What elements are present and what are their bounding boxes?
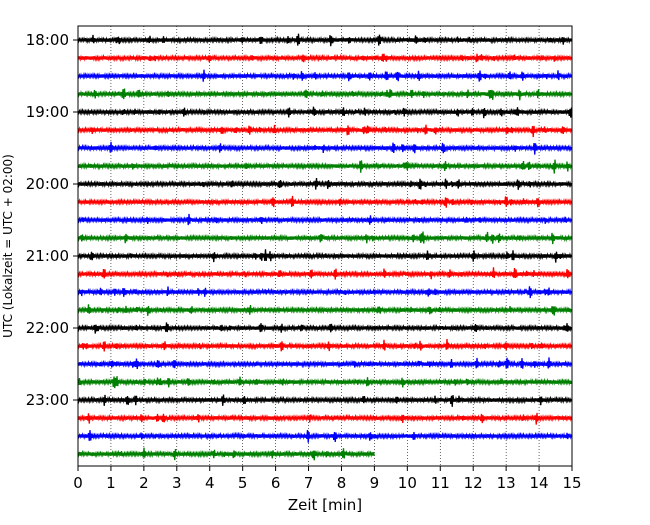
trace-20:30: [77, 213, 573, 226]
trace-23:00: [77, 394, 573, 407]
y-axis-label: UTC (Lokalzeit = UTC + 02:00): [1, 154, 15, 338]
y-tick-label-19:00: 19:00: [26, 103, 69, 121]
y-tick-label-18:00: 18:00: [26, 31, 69, 49]
trace-19:00: [77, 106, 573, 119]
tick-layer: 0 1 2 3 4 5 6 7 8 9 10 11 12 13 14 1518:0019:0020:0021:…: [26, 31, 582, 492]
x-tick-label-4: 4: [205, 474, 215, 492]
x-tick-label-11: 11: [431, 474, 450, 492]
x-tick-label-3: 3: [172, 474, 182, 492]
trace-18:00: [77, 33, 573, 47]
trace-19:45: [77, 159, 573, 174]
x-tick-label-5: 5: [238, 474, 248, 492]
trace-18:45: [77, 88, 573, 101]
y-tick-label-22:00: 22:00: [26, 319, 69, 337]
x-tick-label-14: 14: [530, 474, 549, 492]
x-tick-label-6: 6: [271, 474, 281, 492]
trace-20:00: [77, 178, 573, 190]
trace-21:30: [77, 286, 573, 299]
grid-layer: [110, 26, 540, 466]
trace-20:15: [77, 195, 573, 208]
trace-21:00: [77, 249, 573, 263]
x-tick-label-2: 2: [139, 474, 149, 492]
x-tick-label-12: 12: [464, 474, 483, 492]
trace-23:30: [77, 430, 573, 443]
trace-22:45: [77, 376, 573, 389]
trace-21:15: [77, 267, 573, 280]
trace-22:15: [77, 339, 573, 352]
trace-23:15: [77, 412, 573, 425]
x-tick-label-13: 13: [497, 474, 516, 492]
x-tick-label-10: 10: [398, 474, 417, 492]
trace-layer: [77, 33, 573, 461]
x-tick-label-9: 9: [370, 474, 380, 492]
trace-22:00: [77, 322, 573, 334]
trace-18:15: [77, 53, 573, 63]
plot-frame: [77, 25, 573, 467]
x-tick-label-8: 8: [337, 474, 347, 492]
trace-21:45: [77, 304, 573, 316]
y-tick-label-21:00: 21:00: [26, 247, 69, 265]
trace-20:45: [77, 231, 573, 245]
x-tick-label-1: 1: [106, 474, 116, 492]
trace-19:15: [77, 124, 573, 138]
trace-23:45: [77, 447, 375, 461]
trace-19:30: [77, 141, 573, 155]
trace-18:30: [77, 69, 573, 82]
y-tick-label-20:00: 20:00: [26, 175, 69, 193]
x-tick-label-15: 15: [562, 474, 581, 492]
trace-22:30: [77, 357, 573, 370]
y-tick-label-23:00: 23:00: [26, 391, 69, 409]
x-axis-label: Zeit [min]: [288, 496, 362, 514]
x-tick-label-0: 0: [73, 474, 83, 492]
x-tick-label-7: 7: [304, 474, 314, 492]
